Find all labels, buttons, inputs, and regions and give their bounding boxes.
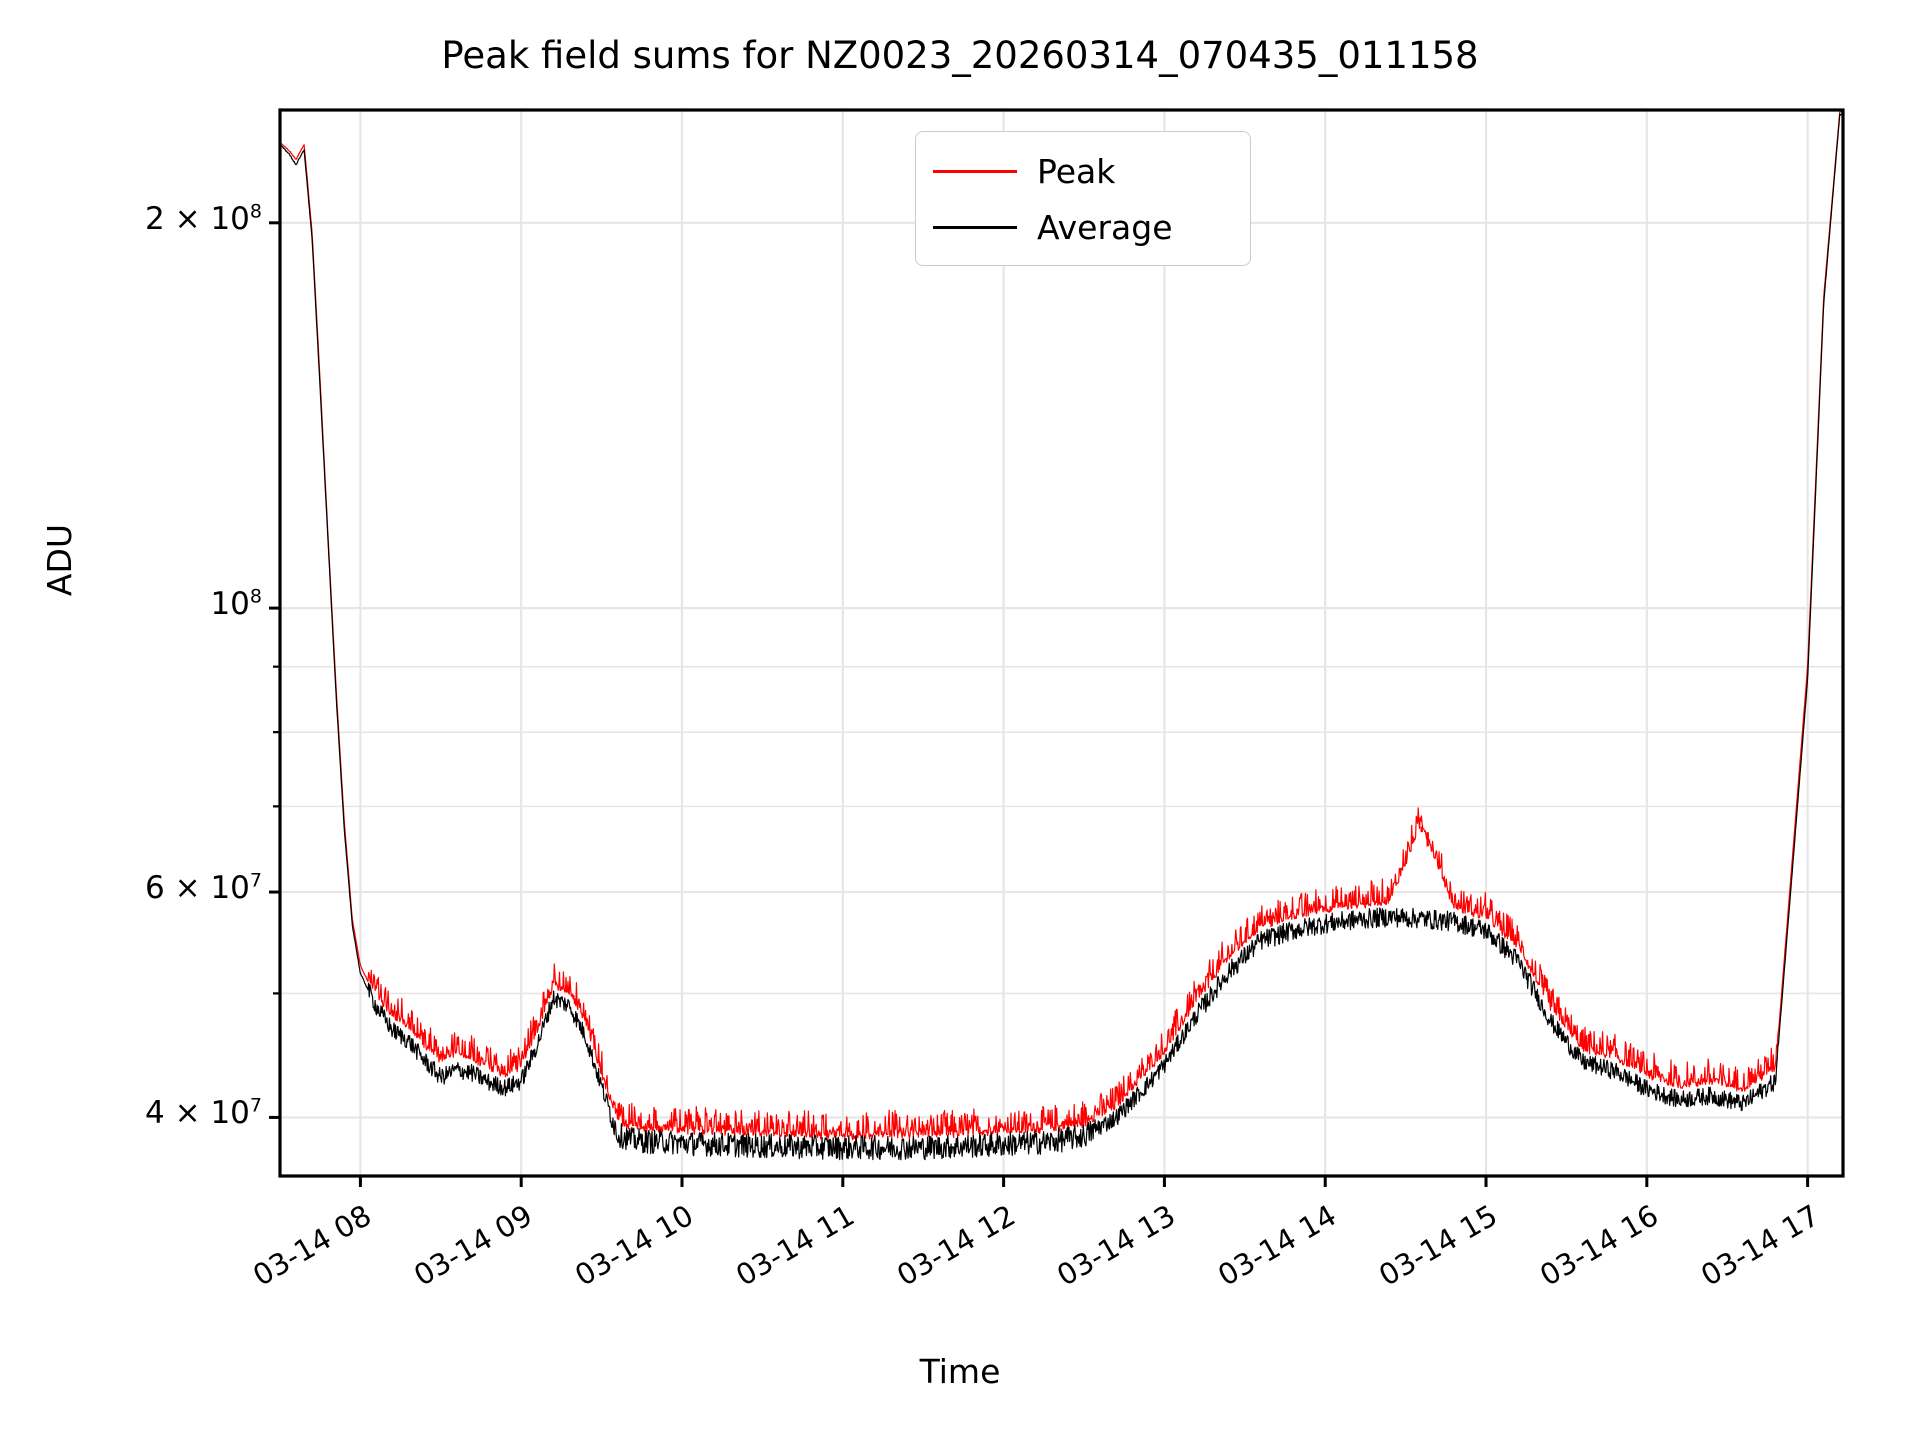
y-tick-label: 2 × 108 bbox=[145, 200, 262, 237]
y-tick-label: 4 × 107 bbox=[145, 1095, 262, 1132]
legend-label-average: Average bbox=[1037, 207, 1173, 247]
y-axis-label: ADU bbox=[40, 523, 79, 597]
legend-swatch-average bbox=[933, 225, 1017, 229]
y-tick-label: 108 bbox=[210, 585, 262, 623]
y-tick-label: 6 × 107 bbox=[145, 869, 262, 907]
page-title: Peak field sums for NZ0023_20260314_0704… bbox=[441, 34, 1479, 77]
legend-entry-average: Average bbox=[916, 198, 1252, 256]
x-axis-label: Time bbox=[919, 1352, 1001, 1391]
legend-label-peak: Peak bbox=[1037, 151, 1116, 191]
legend: Peak Average bbox=[915, 131, 1251, 266]
legend-entry-peak: Peak bbox=[916, 142, 1252, 200]
legend-swatch-peak bbox=[933, 169, 1017, 173]
